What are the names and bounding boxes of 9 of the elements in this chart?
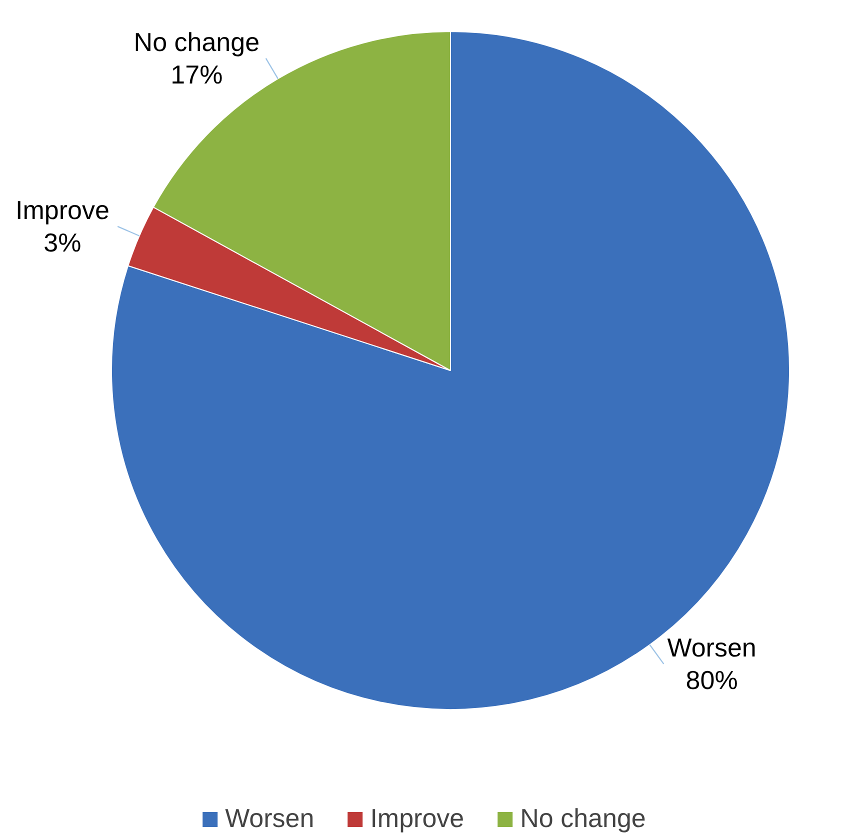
slice-label: No change [134,27,260,58]
slice-label: Worsen [667,632,756,663]
data-label: 3% [44,228,82,258]
slice-label: Improve [16,195,110,226]
data-label: 17% [170,60,223,90]
legend-label: No change [520,803,646,834]
legend-label: Worsen [225,803,314,834]
legend-label: Improve [370,803,464,834]
data-label: 80% [686,665,738,696]
